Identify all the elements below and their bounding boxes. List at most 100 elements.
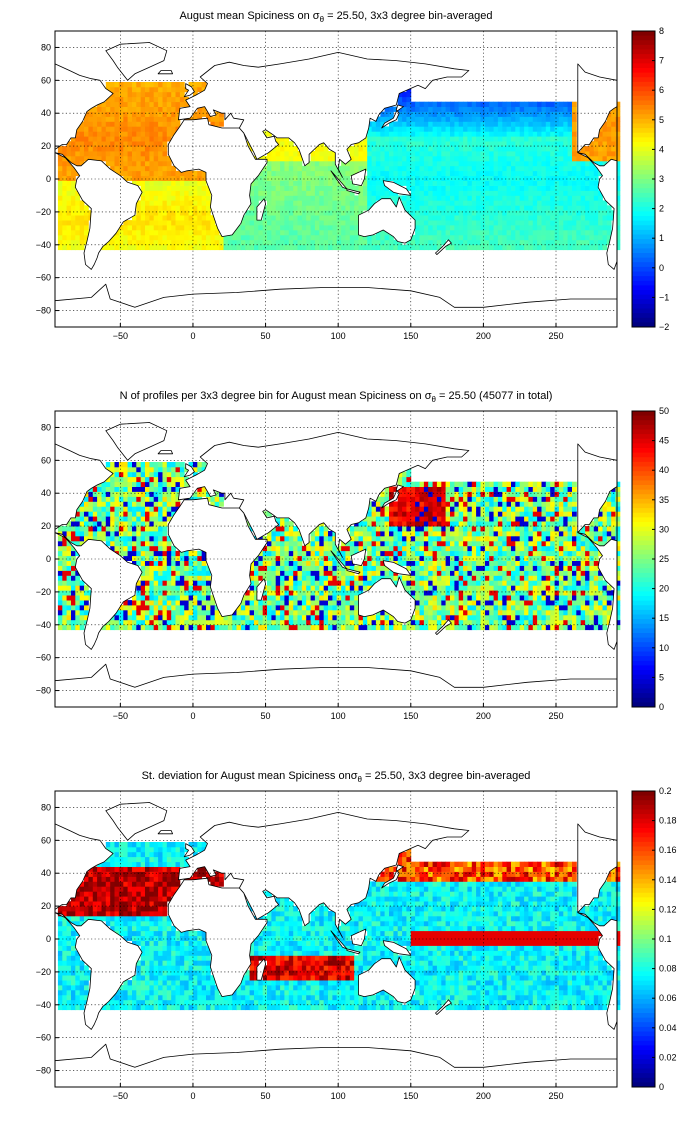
- heat-cell: [258, 220, 264, 226]
- heat-cell: [288, 610, 294, 616]
- heat-cell: [371, 536, 377, 542]
- heat-cell: [441, 610, 447, 616]
- heat-cell: [541, 160, 547, 167]
- heat-cell: [319, 590, 325, 596]
- heat-cell: [158, 101, 163, 107]
- heat-cell: [341, 160, 346, 167]
- heat-cell: [375, 160, 381, 167]
- heat-cell: [402, 496, 407, 502]
- heat-cell: [323, 239, 329, 246]
- heat-cell: [219, 116, 224, 122]
- heat-cell: [415, 545, 420, 552]
- heat-cell: [127, 481, 133, 487]
- heat-cell: [158, 570, 163, 576]
- heat-cell: [423, 101, 429, 107]
- heat-cell: [71, 175, 76, 181]
- heat-cell: [423, 521, 429, 527]
- heat-cell: [593, 225, 599, 231]
- heat-cell: [545, 175, 551, 181]
- heat-cell: [140, 96, 146, 103]
- heat-cell: [328, 170, 333, 177]
- heat-cell: [319, 550, 325, 557]
- heat-cell: [310, 624, 316, 631]
- heat-cell: [66, 624, 72, 631]
- heat-cell: [393, 131, 399, 137]
- heat-cell: [489, 234, 494, 241]
- heat-cell: [362, 516, 368, 522]
- heat-cell: [358, 239, 364, 246]
- heat-cell: [140, 580, 146, 586]
- heat-cell: [166, 136, 172, 142]
- heat-cell: [171, 111, 176, 117]
- heat-cell: [153, 521, 159, 527]
- heat-cell: [105, 111, 111, 117]
- heat-cell: [267, 580, 272, 586]
- heat-cell: [114, 471, 120, 478]
- heat-cell: [319, 600, 325, 606]
- heat-cell: [293, 190, 298, 196]
- heat-cell: [563, 160, 569, 167]
- heat-cell: [432, 610, 438, 616]
- heat-cell: [153, 526, 159, 532]
- heat-cell: [310, 244, 316, 251]
- heat-cell: [467, 141, 473, 147]
- heat-cell: [184, 170, 189, 177]
- heat-cell: [110, 121, 115, 127]
- heat-cell: [415, 491, 420, 497]
- heat-cell: [563, 136, 569, 142]
- heat-cell: [153, 486, 159, 492]
- heat-cell: [332, 195, 338, 201]
- heat-cell: [158, 486, 163, 492]
- heat-cell: [105, 106, 111, 112]
- heat-cell: [153, 560, 159, 566]
- heat-cell: [171, 244, 176, 251]
- heat-cell: [210, 610, 216, 616]
- heat-cell: [293, 195, 298, 201]
- heat-cell: [71, 619, 76, 626]
- heat-cell: [493, 175, 499, 181]
- heat-cell: [110, 239, 115, 246]
- heat-cell: [406, 106, 412, 112]
- heat-cell: [515, 126, 521, 132]
- heat-cell: [175, 205, 181, 211]
- heat-cell: [188, 560, 194, 566]
- heat-cell: [375, 185, 381, 191]
- heat-cell: [402, 136, 407, 142]
- heat-cell: [258, 195, 264, 201]
- x-tick-label: 150: [403, 331, 418, 341]
- heat-cell: [118, 160, 124, 167]
- heat-cell: [545, 244, 551, 251]
- heat-cell: [428, 111, 433, 117]
- heat-cell: [184, 575, 189, 581]
- heat-cell: [179, 624, 185, 631]
- heat-cell: [410, 491, 416, 497]
- heat-cell: [550, 239, 555, 246]
- heat-cell: [358, 210, 364, 216]
- heat-cell: [114, 165, 120, 172]
- heat-cell: [145, 550, 150, 557]
- heat-cell: [493, 165, 499, 172]
- heat-cell: [389, 624, 394, 631]
- heat-cell: [267, 624, 272, 631]
- heat-cell: [275, 151, 281, 157]
- heat-cell: [101, 511, 107, 517]
- heat-cell: [206, 185, 211, 191]
- heat-cell: [567, 165, 573, 172]
- heat-cell: [454, 175, 460, 181]
- heat-cell: [428, 570, 433, 576]
- heat-cell: [445, 516, 451, 522]
- heat-cell: [149, 234, 155, 241]
- heat-cell: [162, 146, 168, 152]
- heat-cell: [127, 506, 133, 512]
- heat-cell: [105, 491, 111, 497]
- heat-cell: [567, 190, 573, 196]
- heat-cell: [467, 131, 473, 137]
- heat-cell: [615, 190, 621, 196]
- heat-cell: [127, 605, 133, 611]
- heat-cell: [341, 605, 346, 611]
- heat-cell: [188, 600, 194, 606]
- heat-cell: [62, 590, 68, 596]
- heat-cell: [558, 180, 564, 186]
- heat-cell: [105, 96, 111, 103]
- heat-cell: [393, 200, 399, 206]
